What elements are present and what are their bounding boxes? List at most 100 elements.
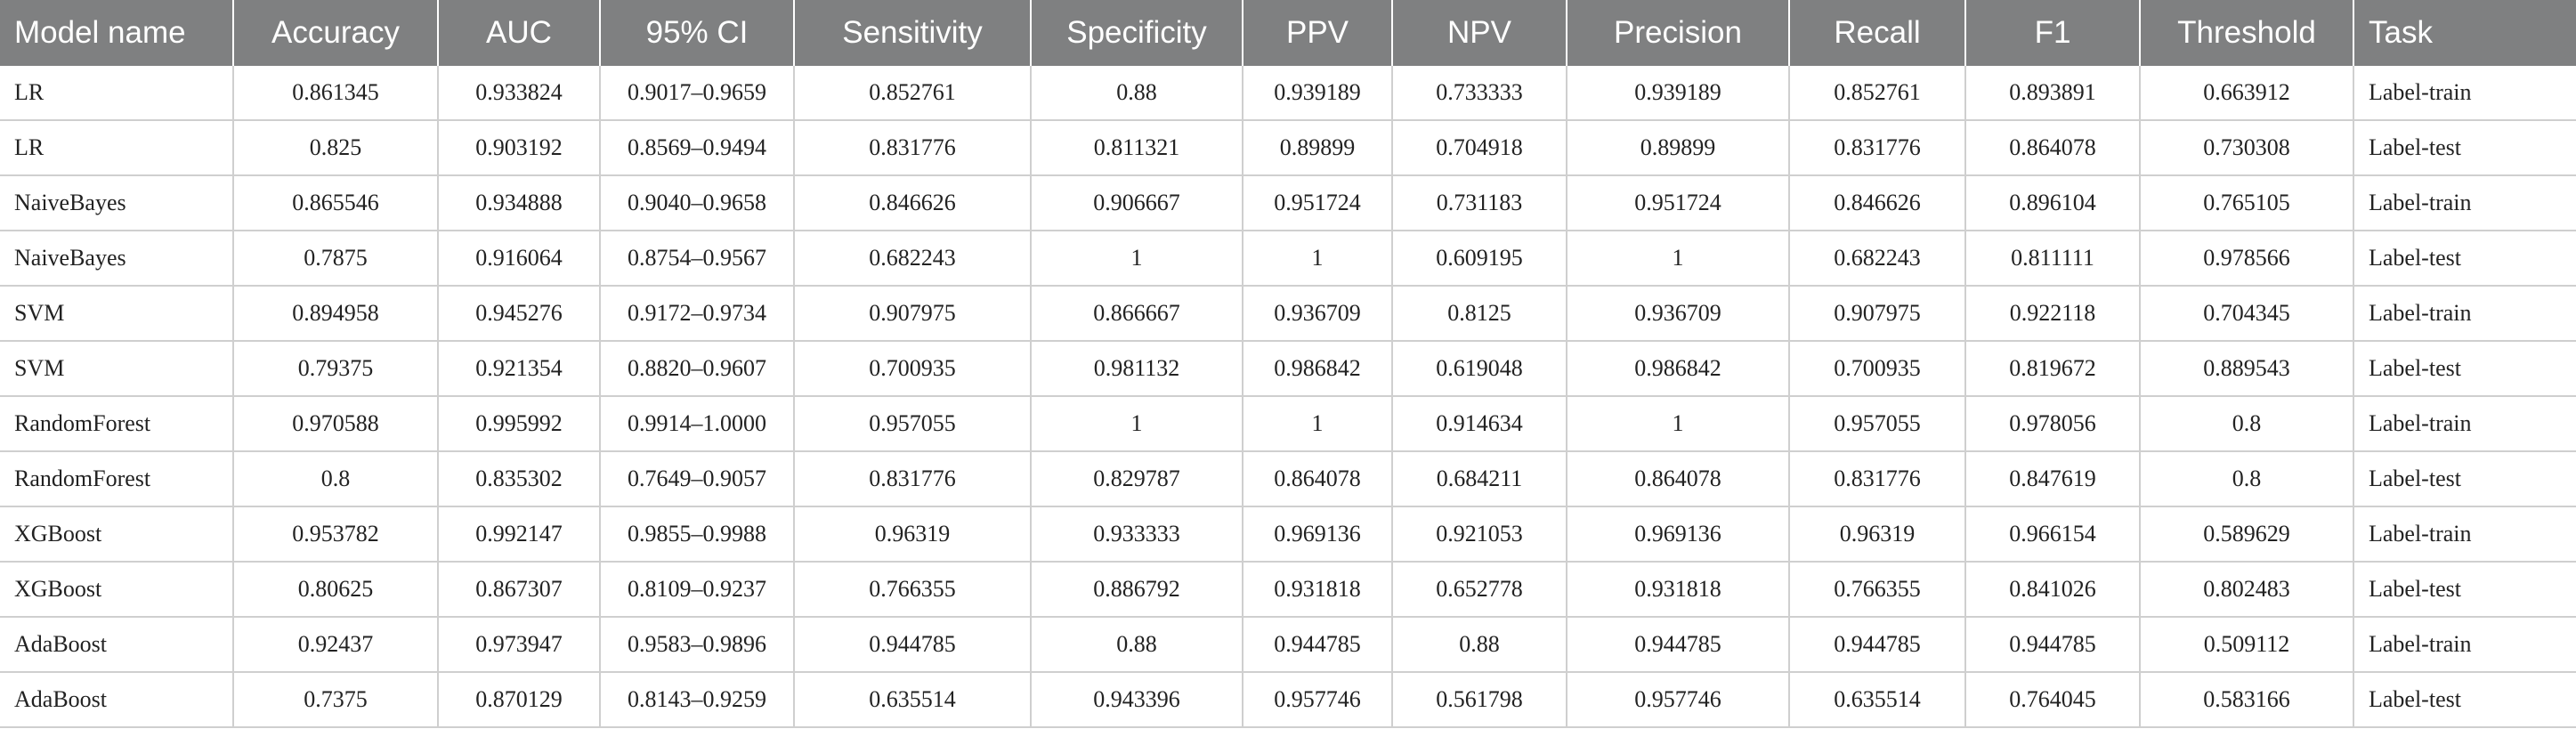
- threshold-cell: 0.730308: [2140, 120, 2354, 176]
- accuracy-cell: 0.825: [233, 120, 439, 176]
- header-row: Model name Accuracy AUC 95% CI Sensitivi…: [0, 0, 2576, 66]
- table-row: RandomForest 0.970588 0.995992 0.9914–1.000…: [0, 396, 2576, 452]
- specificity-cell: 0.866667: [1031, 286, 1243, 342]
- threshold-cell: 0.8: [2140, 396, 2354, 452]
- model-name-cell: AdaBoost: [0, 672, 234, 728]
- npv-cell: 0.733333: [1392, 66, 1567, 121]
- auc-cell: 0.916064: [438, 231, 601, 287]
- precision-cell: 1: [1567, 231, 1790, 287]
- threshold-cell: 0.8: [2140, 451, 2354, 507]
- recall-cell: 0.907975: [1789, 286, 1966, 342]
- sensitivity-cell: 0.944785: [794, 617, 1032, 673]
- f1-cell: 0.864078: [1965, 120, 2141, 176]
- recall-cell: 0.852761: [1789, 66, 1966, 121]
- table-row: RandomForest 0.8 0.835302 0.7649–0.9057 0.83…: [0, 451, 2576, 507]
- table-row: LR 0.825 0.903192 0.8569–0.9494 0.831776 0.81…: [0, 120, 2576, 176]
- task-cell: Label-test: [2353, 562, 2576, 618]
- specificity-cell: 0.943396: [1031, 672, 1243, 728]
- specificity-cell: 0.829787: [1031, 451, 1243, 507]
- table-row: SVM 0.79375 0.921354 0.8820–0.9607 0.700935 0…: [0, 341, 2576, 397]
- ppv-cell: 0.957746: [1243, 672, 1393, 728]
- specificity-cell: 1: [1031, 396, 1243, 452]
- model-name-cell: NaiveBayes: [0, 231, 234, 287]
- f1-cell: 0.893891: [1965, 66, 2141, 121]
- recall-cell: 0.96319: [1789, 506, 1966, 563]
- ppv-cell: 0.89899: [1243, 120, 1393, 176]
- precision-cell: 1: [1567, 396, 1790, 452]
- precision-cell: 0.864078: [1567, 451, 1790, 507]
- threshold-cell: 0.765105: [2140, 175, 2354, 231]
- table-row: AdaBoost 0.92437 0.973947 0.9583–0.9896 0.94…: [0, 617, 2576, 673]
- model-name-cell: RandomForest: [0, 451, 234, 507]
- task-cell: Label-test: [2353, 341, 2576, 397]
- specificity-cell: 0.933333: [1031, 506, 1243, 563]
- threshold-cell: 0.583166: [2140, 672, 2354, 728]
- threshold-cell: 0.663912: [2140, 66, 2354, 121]
- recall-cell: 0.682243: [1789, 231, 1966, 287]
- ppv-cell: 0.936709: [1243, 286, 1393, 342]
- model-name-cell: NaiveBayes: [0, 175, 234, 231]
- precision-cell: 0.951724: [1567, 175, 1790, 231]
- npv-cell: 0.561798: [1392, 672, 1567, 728]
- ci-cell: 0.7649–0.9057: [600, 451, 795, 507]
- f1-cell: 0.922118: [1965, 286, 2141, 342]
- ci-cell: 0.9914–1.0000: [600, 396, 795, 452]
- ci-cell: 0.9855–0.9988: [600, 506, 795, 563]
- recall-cell: 0.700935: [1789, 341, 1966, 397]
- model-name-cell: LR: [0, 120, 234, 176]
- recall-cell: 0.831776: [1789, 120, 1966, 176]
- f1-cell: 0.764045: [1965, 672, 2141, 728]
- f1-cell: 0.966154: [1965, 506, 2141, 563]
- specificity-cell: 0.906667: [1031, 175, 1243, 231]
- specificity-cell: 0.811321: [1031, 120, 1243, 176]
- auc-cell: 0.992147: [438, 506, 601, 563]
- specificity-cell: 0.88: [1031, 617, 1243, 673]
- header-threshold: Threshold: [2140, 0, 2354, 66]
- threshold-cell: 0.509112: [2140, 617, 2354, 673]
- accuracy-cell: 0.80625: [233, 562, 439, 618]
- recall-cell: 0.944785: [1789, 617, 1966, 673]
- sensitivity-cell: 0.831776: [794, 451, 1032, 507]
- ppv-cell: 0.951724: [1243, 175, 1393, 231]
- task-cell: Label-train: [2353, 66, 2576, 121]
- header-recall: Recall: [1789, 0, 1966, 66]
- precision-cell: 0.986842: [1567, 341, 1790, 397]
- sensitivity-cell: 0.682243: [794, 231, 1032, 287]
- auc-cell: 0.995992: [438, 396, 601, 452]
- recall-cell: 0.831776: [1789, 451, 1966, 507]
- ppv-cell: 1: [1243, 396, 1393, 452]
- table-row: LR 0.861345 0.933824 0.9017–0.9659 0.852761 0…: [0, 66, 2576, 121]
- task-cell: Label-train: [2353, 175, 2576, 231]
- auc-cell: 0.903192: [438, 120, 601, 176]
- ci-cell: 0.8820–0.9607: [600, 341, 795, 397]
- task-cell: Label-test: [2353, 672, 2576, 728]
- threshold-cell: 0.589629: [2140, 506, 2354, 563]
- ppv-cell: 0.939189: [1243, 66, 1393, 121]
- npv-cell: 0.914634: [1392, 396, 1567, 452]
- precision-cell: 0.944785: [1567, 617, 1790, 673]
- sensitivity-cell: 0.957055: [794, 396, 1032, 452]
- accuracy-cell: 0.865546: [233, 175, 439, 231]
- model-name-cell: SVM: [0, 286, 234, 342]
- f1-cell: 0.944785: [1965, 617, 2141, 673]
- task-cell: Label-test: [2353, 120, 2576, 176]
- specificity-cell: 0.88: [1031, 66, 1243, 121]
- specificity-cell: 0.886792: [1031, 562, 1243, 618]
- precision-cell: 0.89899: [1567, 120, 1790, 176]
- sensitivity-cell: 0.766355: [794, 562, 1032, 618]
- accuracy-cell: 0.970588: [233, 396, 439, 452]
- auc-cell: 0.973947: [438, 617, 601, 673]
- ci-cell: 0.8109–0.9237: [600, 562, 795, 618]
- header-model-name: Model name: [0, 0, 234, 66]
- ci-cell: 0.8754–0.9567: [600, 231, 795, 287]
- recall-cell: 0.957055: [1789, 396, 1966, 452]
- npv-cell: 0.704918: [1392, 120, 1567, 176]
- recall-cell: 0.635514: [1789, 672, 1966, 728]
- f1-cell: 0.819672: [1965, 341, 2141, 397]
- table-body: LR 0.861345 0.933824 0.9017–0.9659 0.852761 0…: [0, 66, 2576, 728]
- model-name-cell: SVM: [0, 341, 234, 397]
- ci-cell: 0.9172–0.9734: [600, 286, 795, 342]
- f1-cell: 0.847619: [1965, 451, 2141, 507]
- recall-cell: 0.766355: [1789, 562, 1966, 618]
